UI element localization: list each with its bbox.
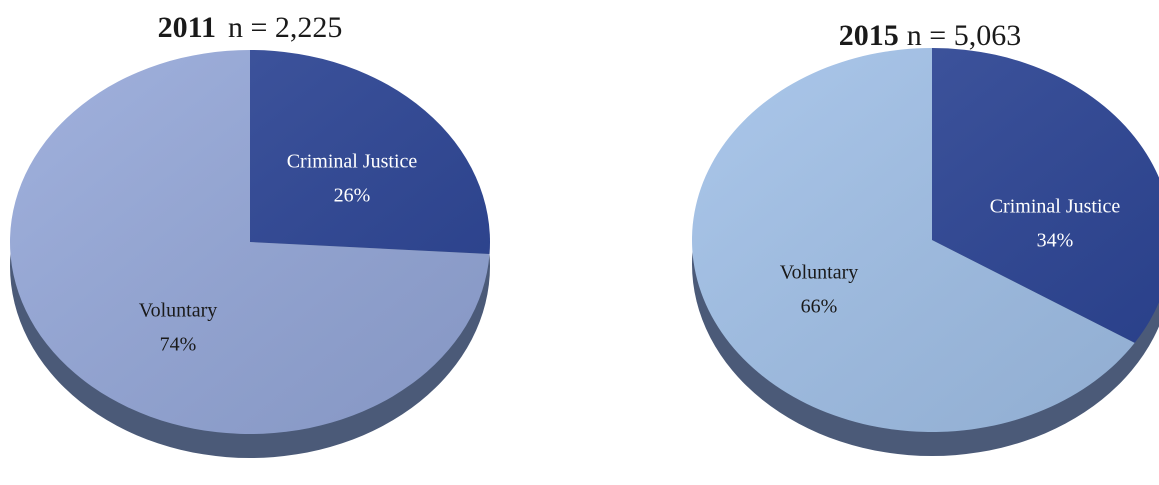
title-n: n = 5,063: [907, 19, 1021, 52]
pie-shade: [692, 48, 1159, 432]
title-year: 2011: [158, 11, 216, 44]
slice-value: 34%: [1037, 230, 1074, 252]
slice-label: Voluntary: [780, 262, 859, 284]
slice-label: Criminal Justice: [287, 151, 418, 173]
slice-value: 66%: [801, 296, 838, 318]
slice-label: Voluntary: [139, 300, 218, 322]
chart-title: 2015 n = 5,063: [839, 19, 1021, 52]
title-year: 2015: [839, 19, 899, 52]
chart-title: 2011 n = 2,225: [158, 11, 343, 44]
slice-value: 26%: [334, 185, 371, 207]
title-n: n = 2,225: [228, 11, 342, 44]
pie-shade: [10, 50, 490, 434]
slice-label: Criminal Justice: [990, 196, 1121, 218]
slice-value: 74%: [160, 334, 197, 356]
